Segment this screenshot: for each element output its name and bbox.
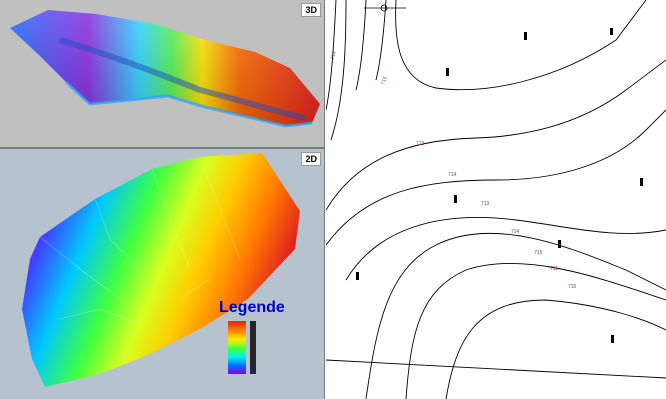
contour-line <box>330 0 347 141</box>
contour-label: 713 <box>481 201 490 207</box>
survey-point-tag <box>454 195 457 203</box>
contour-line <box>375 0 387 81</box>
surface-2d-view[interactable]: Legende 2D <box>0 149 325 399</box>
view-3d-label: 3D <box>301 3 321 17</box>
section-line-horizontal <box>326 359 666 379</box>
surface-2d-canvas[interactable] <box>0 149 324 399</box>
contour-label: 713 <box>416 141 425 147</box>
contour-line <box>395 0 647 91</box>
legend-color-bar <box>228 321 246 374</box>
survey-point-tag <box>558 240 561 248</box>
view-2d-label: 2D <box>301 152 321 166</box>
surface-3d-shading <box>10 10 320 126</box>
survey-point-tag <box>611 335 614 343</box>
survey-point-marker[interactable] <box>380 4 388 12</box>
contour-label: 714 <box>511 229 520 235</box>
legend-title: Legende <box>219 299 285 316</box>
contour-line <box>405 263 666 399</box>
contour-label: 715 <box>568 284 577 290</box>
surface-3d-front-edge <box>64 80 313 128</box>
contour-line <box>326 109 666 246</box>
contour-canvas[interactable]: 715 713 714 713 714 715 715 715 716 <box>326 0 666 399</box>
surface-2d-map <box>22 153 300 387</box>
survey-point-tag <box>524 32 527 40</box>
surface-3d-view[interactable]: 3D <box>0 0 325 149</box>
contour-label: 715 <box>534 250 543 256</box>
contour-label: 714 <box>448 172 457 178</box>
contour-line <box>445 299 666 399</box>
contour-label: 715 <box>550 266 559 272</box>
survey-point-tag <box>640 178 643 186</box>
contour-line <box>326 0 337 111</box>
surface-2d-facets <box>39 156 241 325</box>
contour-plan-view[interactable]: 715 713 714 713 714 715 715 715 716 <box>326 0 666 399</box>
contour-line <box>355 0 367 91</box>
survey-point-tag <box>610 28 613 35</box>
legend-scale-ticks <box>250 321 256 374</box>
surface-3d-ridge <box>59 37 306 121</box>
surface-3d-canvas[interactable] <box>0 0 324 147</box>
contour-line <box>365 232 666 399</box>
contour-line <box>326 59 666 211</box>
contour-label: 716 <box>330 51 337 60</box>
contour-label: 715 <box>380 76 389 86</box>
contour-line <box>345 217 666 281</box>
survey-point-tag <box>446 68 449 76</box>
survey-point-tag <box>356 272 359 280</box>
